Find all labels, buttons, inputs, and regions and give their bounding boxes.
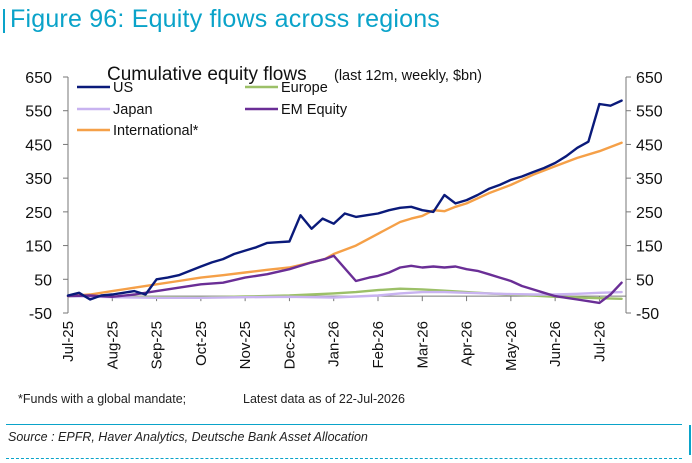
legend-label-em-equity: EM Equity <box>281 102 348 118</box>
x-tick-label: Jan-26 <box>326 321 343 367</box>
y-tick-label-left: 150 <box>25 239 52 256</box>
series-line-japan <box>66 290 623 299</box>
footnote: *Funds with a global mandate; <box>18 392 187 406</box>
x-tick-label: Apr-26 <box>459 321 476 366</box>
y-tick-label-right: 250 <box>636 205 663 222</box>
y-tick-label-left: 250 <box>25 205 52 222</box>
y-tick-label-right: 50 <box>636 272 654 289</box>
chart-subtitle: (last 12m, weekly, $bn) <box>334 68 482 84</box>
separator-line <box>6 424 682 425</box>
y-tick-label-right: -50 <box>636 306 659 323</box>
legend-label-us: US <box>113 80 133 96</box>
latest-data-note: Latest data as of 22-Jul-2026 <box>243 392 405 406</box>
x-tick-label: Aug-25 <box>104 321 121 369</box>
x-tick-label: Sep-25 <box>149 321 166 369</box>
bottom-dashed-rule <box>6 458 682 459</box>
x-tick-label: Nov-25 <box>237 321 254 369</box>
x-tick-label: Feb-26 <box>370 321 387 369</box>
series-line-us <box>66 99 623 301</box>
chart-series <box>66 99 623 305</box>
right-edge-marker <box>689 425 691 455</box>
y-tick-label-left: 50 <box>34 272 52 289</box>
x-tick-label: May-26 <box>503 321 520 371</box>
x-tick-label: Jul-25 <box>60 321 77 362</box>
x-tick-label: Jun-26 <box>547 321 564 367</box>
series-line-international <box>66 141 623 298</box>
source-note: Source : EPFR, Haver Analytics, Deutsche… <box>8 430 368 444</box>
x-tick-label: Dec-25 <box>281 321 298 369</box>
y-tick-label-right: 350 <box>636 171 663 188</box>
chart-legend: US Europe Japan EM Equity International* <box>77 80 348 139</box>
legend-label-europe: Europe <box>281 80 328 96</box>
y-tick-label-left: 650 <box>25 70 52 87</box>
series-line-em-equity <box>66 254 623 305</box>
legend-label-international: International* <box>113 123 199 139</box>
chart-axes: -50 -50 50 50 150 150 250 250 350 350 450 450 550 550… <box>25 70 663 371</box>
y-tick-label-left: 350 <box>25 171 52 188</box>
figure-title: Figure 96: Equity flows across regions <box>10 5 441 33</box>
y-tick-label-left: -50 <box>29 306 52 323</box>
title-accent-bar <box>3 9 5 33</box>
chart-svg: Cumulative equity flows (last 12m, weekl… <box>25 64 663 371</box>
y-tick-label-right: 650 <box>636 70 663 87</box>
y-tick-label-left: 550 <box>25 104 52 121</box>
legend-label-japan: Japan <box>113 102 153 118</box>
x-tick-label: Jul-26 <box>591 321 608 362</box>
y-tick-label-left: 450 <box>25 137 52 154</box>
x-tick-label: Mar-26 <box>414 321 431 369</box>
chart-title: Cumulative equity flows <box>107 64 307 85</box>
x-tick-label: Oct-25 <box>193 321 210 366</box>
y-tick-label-right: 150 <box>636 239 663 256</box>
y-tick-label-right: 550 <box>636 104 663 121</box>
y-tick-label-right: 450 <box>636 137 663 154</box>
